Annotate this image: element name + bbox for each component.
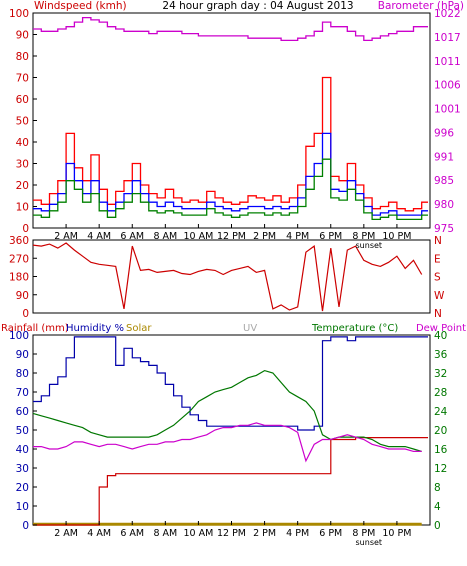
time-tick-label: 4 PM <box>286 528 309 539</box>
time-tick-label: 6 AM <box>120 528 144 539</box>
wind-left-tick: 50 <box>16 116 29 128</box>
dir-right-tick: W <box>434 290 445 302</box>
temperature-label: Temperature (°C) <box>311 323 398 334</box>
wind-left-tick: 10 <box>16 202 29 214</box>
baro-right-tick: 1022 <box>434 8 461 20</box>
clim-left-tick: 80 <box>16 368 29 380</box>
clim-right-tick: 8 <box>434 482 441 494</box>
wind-left-tick: 40 <box>16 137 29 149</box>
time-tick-label: 10 AM <box>184 231 214 242</box>
wind-left-tick: 80 <box>16 51 29 63</box>
sunset-label: sunset <box>356 241 383 250</box>
time-tick-label: 2 PM <box>253 231 276 242</box>
clim-right-tick: 20 <box>434 425 447 437</box>
dir-right-tick: S <box>434 272 441 284</box>
dewpoint-label: Dew Point <box>416 323 466 334</box>
clim-right-tick: 4 <box>434 501 441 513</box>
clim-left-tick: 10 <box>16 501 29 513</box>
dir-right-tick: E <box>434 253 441 265</box>
time-tick-label: 12 PM <box>217 528 246 539</box>
clim-left-tick: 0 <box>22 520 29 532</box>
baro-right-tick: 1017 <box>434 32 461 44</box>
direction-series <box>32 242 423 312</box>
baro-right-tick: 980 <box>434 199 454 211</box>
clim-right-tick: 16 <box>434 444 448 456</box>
clim-left-tick: 100 <box>9 330 29 342</box>
baro-right-tick: 1011 <box>434 56 461 68</box>
barometer-series <box>33 16 428 42</box>
barometer-header-label: Barometer (hPa) <box>378 0 464 12</box>
clim-right-tick: 12 <box>434 463 447 475</box>
wind-left-tick: 70 <box>16 73 29 85</box>
wind-left-tick: 90 <box>16 30 29 42</box>
time-tick-label: 10 PM <box>382 528 411 539</box>
time-tick-label: 2 AM <box>54 231 78 242</box>
wind-left-tick: 0 <box>22 223 29 235</box>
time-tick-label: 10 PM <box>382 231 411 242</box>
time-tick-label: 12 PM <box>217 231 246 242</box>
graph-title: 24 hour graph day : 04 August 2013 <box>162 0 353 12</box>
uv-label: UV <box>243 323 257 334</box>
time-tick-label: 8 AM <box>153 528 177 539</box>
dewpoint-series <box>33 422 422 463</box>
baro-right-tick: 985 <box>434 175 454 187</box>
wind-series-low <box>33 158 428 221</box>
solar-label: Solar <box>126 323 152 334</box>
time-tick-label: 8 AM <box>153 231 177 242</box>
clim-left-tick: 50 <box>16 425 29 437</box>
dir-left-tick: 270 <box>9 253 29 265</box>
time-tick-label: 6 PM <box>319 231 342 242</box>
time-tick-label: 4 AM <box>87 231 111 242</box>
rainfall-label: Rainfall (mm) <box>1 323 69 334</box>
clim-right-tick: 36 <box>434 349 448 361</box>
wind-left-tick: 30 <box>16 159 29 171</box>
clim-left-tick: 20 <box>16 482 29 494</box>
dir-left-tick: 360 <box>9 235 29 247</box>
time-tick-label: 4 AM <box>87 528 111 539</box>
dir-left-tick: 180 <box>9 272 29 284</box>
dir-left-tick: 0 <box>22 308 29 320</box>
dir-right-tick: N <box>434 308 442 320</box>
clim-right-tick: 32 <box>434 368 447 380</box>
clim-right-tick: 0 <box>434 520 441 532</box>
clim-left-tick: 40 <box>16 444 29 456</box>
baro-right-tick: 1006 <box>434 80 461 92</box>
time-tick-label: 10 AM <box>184 528 214 539</box>
humidity-series <box>33 336 428 431</box>
baro-right-tick: 1001 <box>434 104 461 116</box>
clim-left-tick: 90 <box>16 349 29 361</box>
clim-right-tick: 28 <box>434 387 447 399</box>
time-tick-label: 4 PM <box>286 231 309 242</box>
time-tick-label: 6 PM <box>319 528 342 539</box>
time-tick-label: 2 PM <box>253 528 276 539</box>
baro-right-tick: 991 <box>434 151 454 163</box>
clim-right-tick: 40 <box>434 330 447 342</box>
baro-right-tick: 996 <box>434 127 454 139</box>
baro-right-tick: 975 <box>434 223 454 235</box>
clim-right-tick: 24 <box>434 406 448 418</box>
time-tick-label: 6 AM <box>120 231 144 242</box>
clim-left-tick: 30 <box>16 463 29 475</box>
dir-right-tick: N <box>434 235 442 247</box>
clim-left-tick: 70 <box>16 387 29 399</box>
sunset-label: sunset <box>356 538 383 547</box>
dir-left-tick: 90 <box>16 290 29 302</box>
windspeed-header-label: Windspeed (kmh) <box>34 0 127 12</box>
clim-left-tick: 60 <box>16 406 29 418</box>
humidity-label: Humidity % <box>66 323 124 334</box>
wind-left-tick: 100 <box>9 8 29 20</box>
wind-left-tick: 60 <box>16 94 29 106</box>
time-tick-label: 2 AM <box>54 528 78 539</box>
wind-left-tick: 20 <box>16 180 29 192</box>
time-tick-label: 8 PM <box>352 231 375 242</box>
time-tick-label: 8 PM <box>352 528 375 539</box>
